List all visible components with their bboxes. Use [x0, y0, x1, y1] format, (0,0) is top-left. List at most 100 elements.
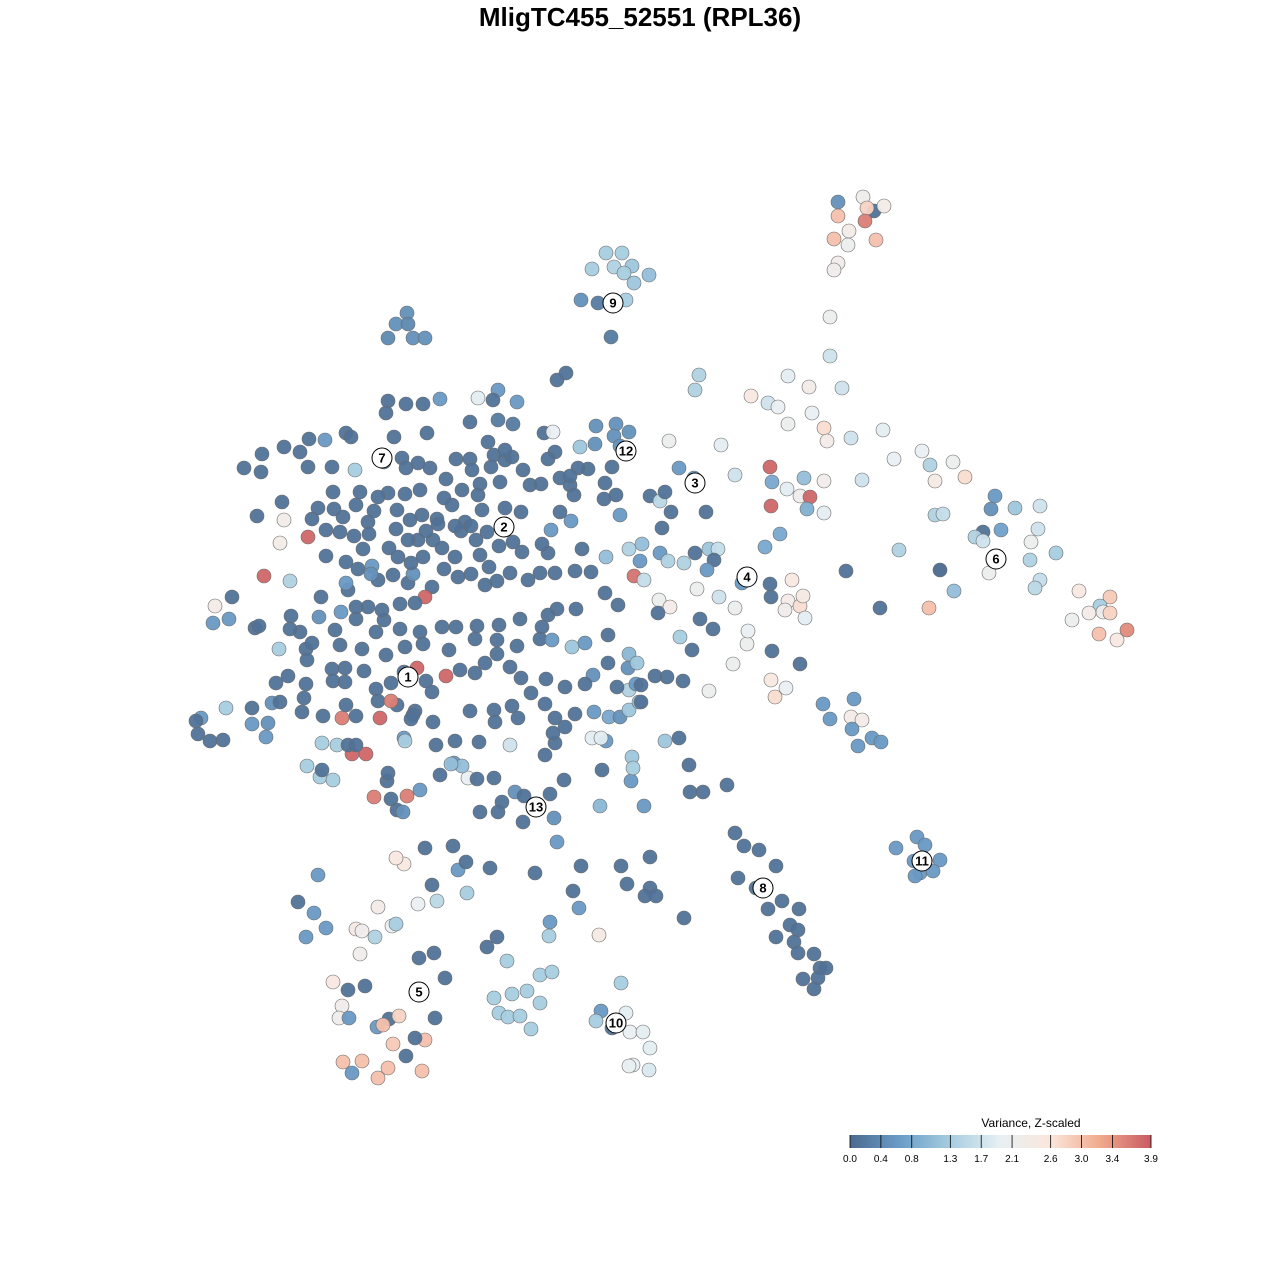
- data-point: [623, 773, 639, 789]
- data-point: [636, 572, 652, 588]
- data-point: [764, 474, 780, 490]
- data-point: [346, 528, 362, 544]
- data-point: [914, 443, 930, 459]
- legend-tick-label: 2.6: [1044, 1154, 1058, 1165]
- data-point: [253, 464, 269, 480]
- data-point: [663, 504, 679, 520]
- data-point: [298, 929, 314, 945]
- data-point: [642, 849, 658, 865]
- data-point: [888, 840, 904, 856]
- data-point: [306, 905, 322, 921]
- data-point: [519, 983, 535, 999]
- data-point: [983, 501, 999, 517]
- data-point: [347, 462, 363, 478]
- data-point: [692, 611, 708, 627]
- data-point: [432, 391, 448, 407]
- data-point: [514, 544, 530, 560]
- data-point: [489, 929, 505, 945]
- data-point: [1048, 545, 1064, 561]
- data-point: [502, 737, 518, 753]
- data-point: [542, 786, 558, 802]
- data-point: [513, 504, 529, 520]
- data-point: [713, 437, 729, 453]
- data-point: [472, 547, 488, 563]
- data-point: [251, 618, 267, 634]
- data-point: [397, 733, 413, 749]
- data-point: [469, 771, 485, 787]
- data-point: [298, 676, 314, 692]
- data-point: [527, 865, 543, 881]
- data-point: [792, 656, 808, 672]
- data-point: [368, 624, 384, 640]
- data-point: [354, 1053, 370, 1069]
- data-point: [407, 1030, 423, 1046]
- data-point: [922, 457, 938, 473]
- data-point: [657, 733, 673, 749]
- data-point: [485, 392, 501, 408]
- data-point: [378, 647, 394, 663]
- data-point: [249, 508, 265, 524]
- data-point: [344, 1065, 360, 1081]
- data-point: [205, 615, 221, 631]
- data-point: [486, 990, 502, 1006]
- data-point: [609, 679, 625, 695]
- data-point: [613, 975, 629, 991]
- data-point: [348, 737, 364, 753]
- data-point: [687, 382, 703, 398]
- data-point: [391, 1008, 407, 1024]
- data-point: [383, 693, 399, 709]
- data-point: [676, 555, 692, 571]
- data-point: [558, 365, 574, 381]
- cluster-label-text: 13: [529, 800, 543, 815]
- data-point: [1023, 534, 1039, 550]
- data-point: [660, 553, 676, 569]
- data-point: [454, 482, 470, 498]
- data-point: [619, 876, 635, 892]
- data-point: [490, 804, 506, 820]
- data-point: [325, 772, 341, 788]
- data-point: [625, 760, 641, 776]
- data-point: [471, 734, 487, 750]
- data-point: [661, 433, 677, 449]
- data-point: [603, 329, 619, 345]
- data-point: [236, 460, 252, 476]
- data-point: [361, 526, 377, 542]
- data-point: [491, 538, 507, 554]
- data-point: [774, 893, 790, 909]
- data-point: [375, 1017, 391, 1033]
- data-point: [419, 425, 435, 441]
- data-point: [334, 710, 350, 726]
- data-point: [608, 487, 624, 503]
- data-point: [254, 446, 270, 462]
- data-point: [790, 945, 806, 961]
- data-point: [497, 442, 513, 458]
- data-point: [546, 810, 562, 826]
- cluster-label: 4: [736, 566, 758, 588]
- data-point: [341, 1010, 357, 1026]
- legend-tick-label: 2.1: [1005, 1154, 1019, 1165]
- cluster-label: 8: [752, 877, 774, 899]
- data-point: [352, 946, 368, 962]
- data-point: [215, 732, 231, 748]
- data-point: [318, 548, 334, 564]
- data-point: [598, 245, 614, 261]
- data-point: [425, 714, 441, 730]
- data-point: [612, 507, 628, 523]
- data-point: [516, 788, 532, 804]
- data-point: [510, 710, 526, 726]
- data-point: [479, 524, 495, 540]
- data-point: [657, 484, 673, 500]
- data-point: [438, 471, 454, 487]
- data-point: [567, 563, 583, 579]
- data-point: [635, 1024, 651, 1040]
- data-point: [739, 636, 755, 652]
- data-point: [422, 460, 438, 476]
- data-point: [429, 893, 445, 909]
- data-point: [547, 565, 563, 581]
- data-point: [340, 982, 356, 998]
- data-point: [415, 396, 431, 412]
- data-point: [574, 541, 590, 557]
- data-point: [348, 599, 364, 615]
- data-point: [834, 380, 850, 396]
- data-point: [557, 719, 573, 735]
